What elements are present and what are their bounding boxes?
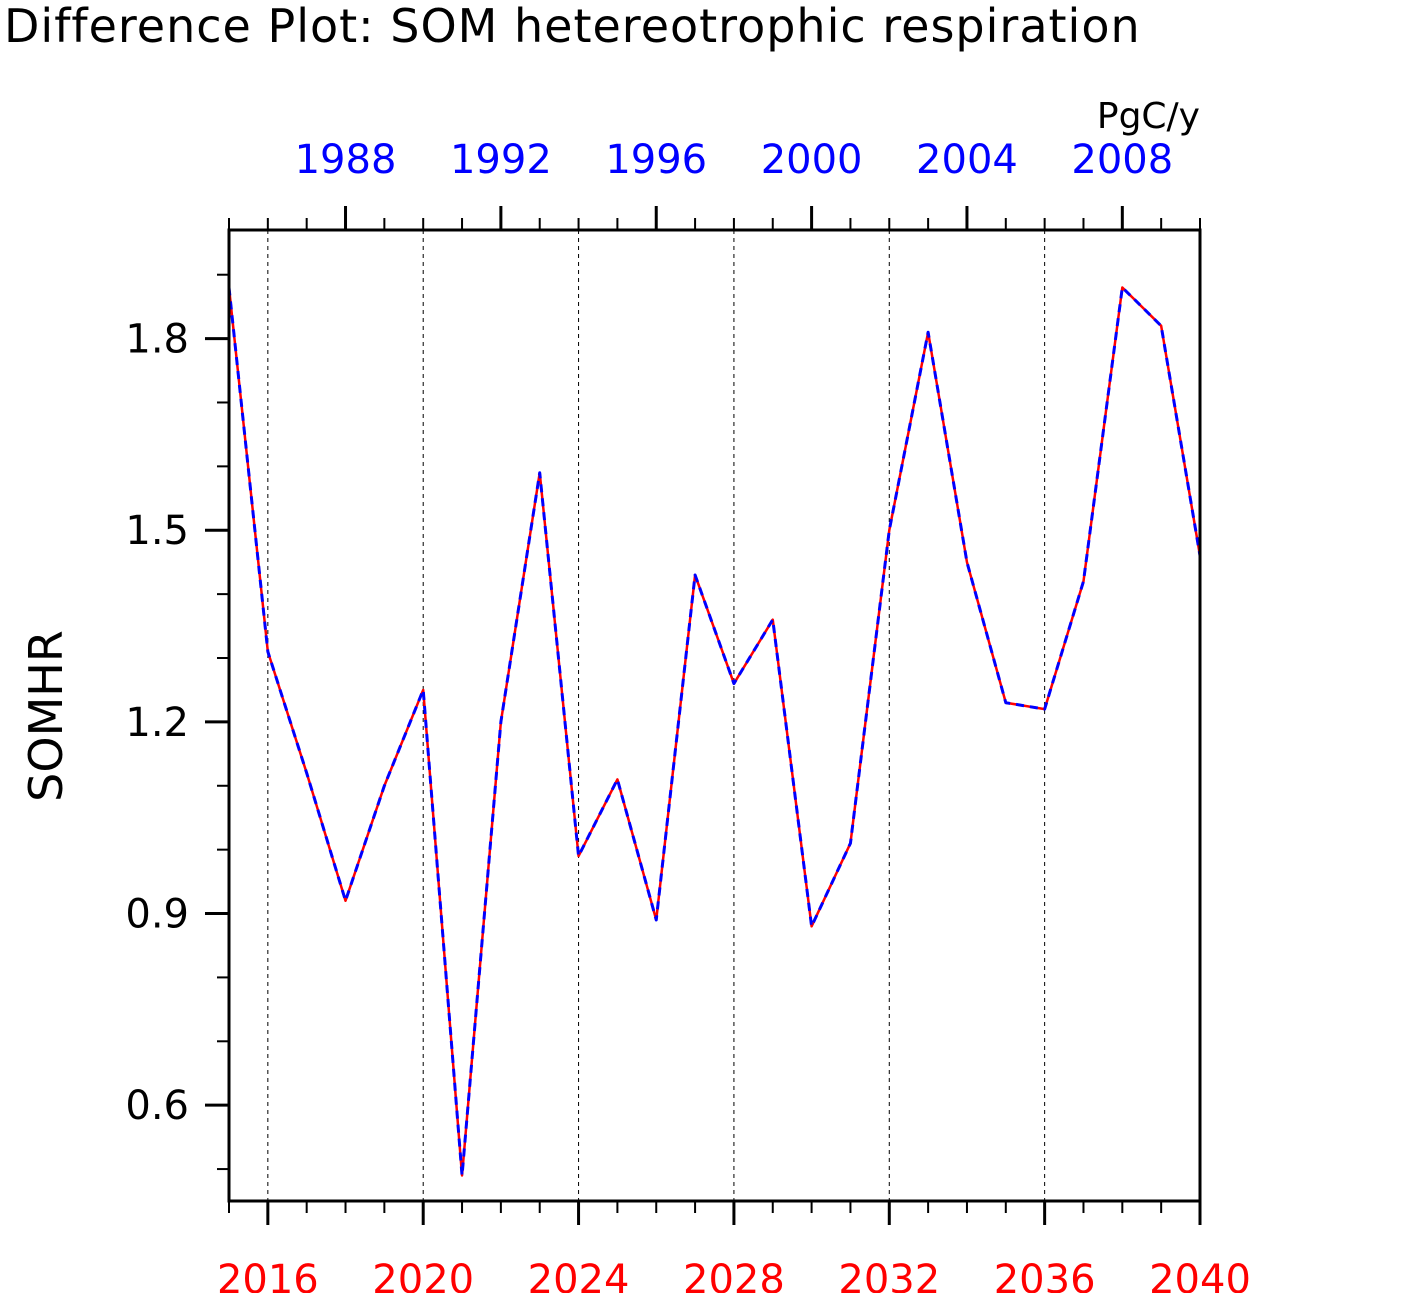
chart-title: Difference Plot: SOM hetereotrophic resp… — [4, 0, 1141, 53]
axis-ticks — [205, 206, 1202, 1225]
x-top-tick-labels: 1988 1992 1996 2000 2004 2008 — [295, 137, 1174, 183]
series-line-1 — [227, 286, 1202, 1177]
grid-lines — [267, 230, 1046, 1201]
x-top-tick-label: 1992 — [450, 137, 552, 183]
y-tick-label: 1.2 — [125, 700, 189, 746]
series-line-2 — [227, 285, 1202, 1177]
y-axis-label: SOMHR — [19, 630, 73, 802]
x-bottom-tick-label: 2020 — [372, 1257, 474, 1293]
x-top-tick-label: 1988 — [295, 137, 397, 183]
x-top-tick-label: 2000 — [761, 137, 863, 183]
x-top-tick-label: 2004 — [916, 137, 1018, 183]
x-bottom-tick-label: 2032 — [838, 1257, 940, 1293]
y-tick-label: 1.5 — [125, 508, 189, 554]
x-bottom-tick-labels: 2016 2020 2024 2028 2032 2036 2040 — [217, 1257, 1251, 1293]
y-tick-labels: 0.6 0.9 1.2 1.5 1.8 — [125, 317, 189, 1130]
plot-frame — [227, 228, 1202, 1203]
y-tick-label: 0.6 — [125, 1083, 189, 1129]
x-top-tick-label: 2008 — [1071, 137, 1173, 183]
x-bottom-tick-label: 2028 — [683, 1257, 785, 1293]
data-lines — [227, 285, 1202, 1177]
y-tick-label: 1.8 — [125, 317, 189, 363]
x-bottom-tick-label: 2036 — [994, 1257, 1096, 1293]
y-tick-label: 0.9 — [125, 892, 189, 938]
x-bottom-tick-label: 2040 — [1149, 1257, 1251, 1293]
x-top-tick-label: 1996 — [605, 137, 707, 183]
units-label: PgC/y — [1097, 96, 1200, 137]
x-bottom-tick-label: 2024 — [528, 1257, 630, 1293]
x-bottom-tick-label: 2016 — [217, 1257, 319, 1293]
